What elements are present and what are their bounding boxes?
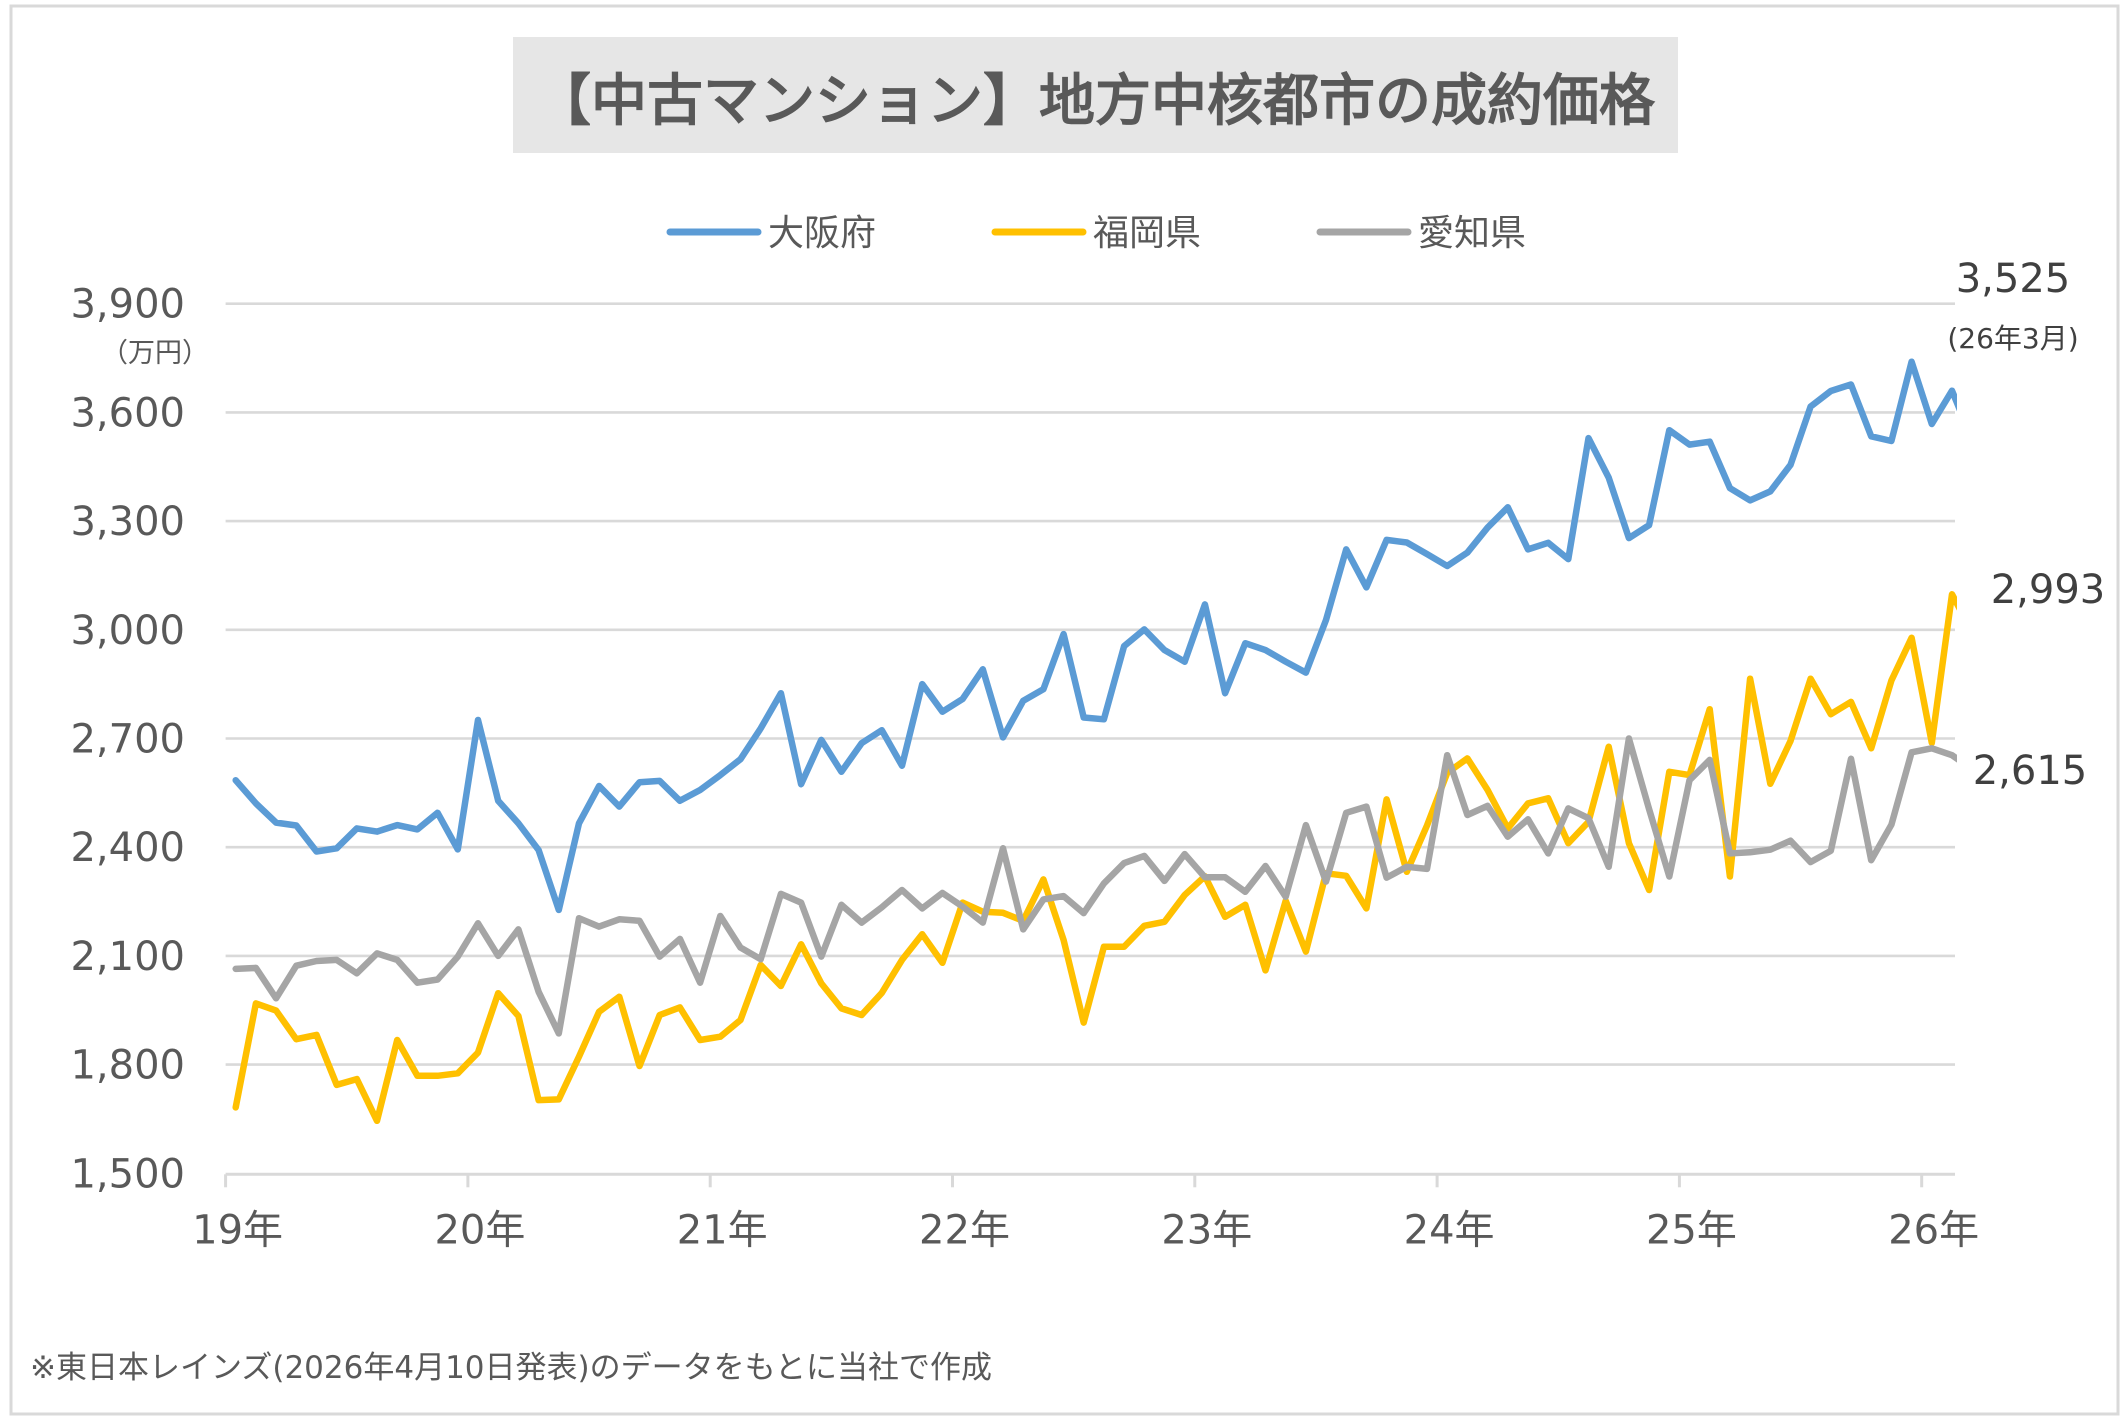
legend-item-osaka: 大阪府: [666, 213, 876, 254]
title-background: [513, 37, 1678, 153]
chart-frame: [9, 4, 2120, 1416]
x-tick-label: 21年: [677, 1207, 768, 1253]
x-tick-label: 22年: [919, 1207, 1010, 1253]
y-axis-unit-label: （万円）: [101, 338, 209, 369]
gridlines: [225, 302, 1955, 1066]
legend-label: 愛知県: [1418, 213, 1526, 254]
annotation-osaka-value: 3,525: [1956, 256, 2071, 302]
y-tick-label: 3,000: [70, 608, 185, 654]
y-tick-label: 3,900: [70, 282, 185, 328]
y-tick-label: 2,700: [70, 717, 185, 763]
annotation-osaka-period: (26年3月): [1947, 322, 2078, 355]
annotation-aichi-value: 2,615: [1973, 748, 2088, 794]
y-tick-label: 2,100: [70, 934, 185, 980]
footnote: ※東日本レインズ(2026年4月10日発表)のデータをもとに当社で作成: [30, 1350, 992, 1386]
y-tick-label: 2,400: [70, 825, 185, 871]
legend-item-aichi: 愛知県: [1316, 213, 1526, 254]
x-tick-label: 20年: [434, 1207, 525, 1253]
x-tick-label: 25年: [1646, 1207, 1737, 1253]
y-tick-label: 3,300: [70, 499, 185, 545]
title-text: 【中古マンション】地方中核都市の成約価格: [535, 69, 1656, 134]
legend-item-fukuoka: 福岡県: [991, 213, 1201, 254]
legend-label: 大阪府: [768, 213, 876, 254]
annotation-fukuoka-value: 2,993: [1991, 567, 2106, 613]
y-tick-label: 1,800: [70, 1043, 185, 1089]
x-tick-label: 23年: [1161, 1207, 1252, 1253]
legend-label: 福岡県: [1093, 213, 1201, 254]
y-axis-labels: 1,500 1,800 2,100 2,400 2,700 3,000 3,300 3,600…: [70, 282, 185, 1198]
series-line-fukuoka: [232, 591, 1957, 1125]
x-axis: 19年 20年 21年 22年 23年 24年 25年 26年: [192, 1172, 1979, 1253]
chart-title: 【中古マンション】地方中核都市の成約価格: [513, 37, 1678, 153]
x-tick-label: 24年: [1404, 1207, 1495, 1253]
y-tick-label: 1,500: [70, 1151, 185, 1197]
series-line-aichi: [232, 735, 1957, 1037]
series-line-osaka: [232, 358, 1957, 914]
y-tick-label: 3,600: [70, 390, 185, 436]
legend: 大阪府 福岡県 愛知県: [666, 213, 1526, 254]
x-tick-label: 19年: [192, 1207, 283, 1253]
x-tick-label: 26年: [1888, 1207, 1979, 1253]
series-lines: [232, 358, 1957, 1125]
